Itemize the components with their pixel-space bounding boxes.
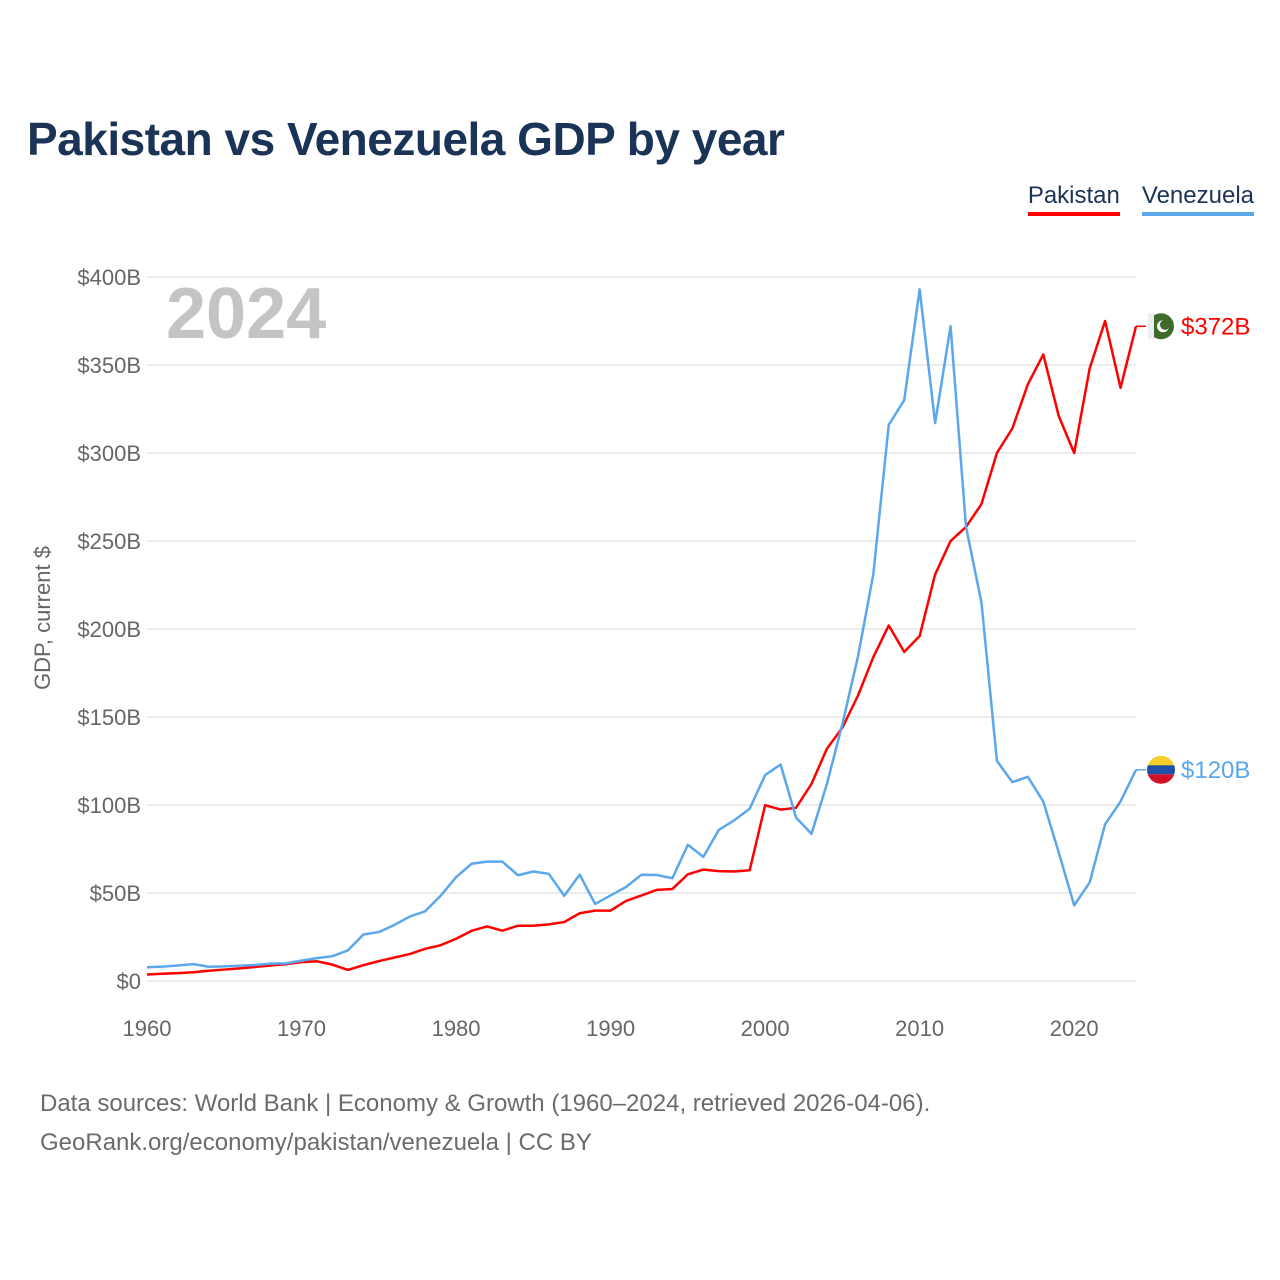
- source-link[interactable]: GeoRank.org/economy/pakistan/venezuela |…: [40, 1129, 592, 1156]
- y-tick-label: $350B: [77, 353, 141, 378]
- y-tick-label: $200B: [77, 617, 141, 642]
- x-tick-label: 2010: [895, 1016, 944, 1041]
- pakistan-flag-icon: [1148, 313, 1174, 340]
- series-line-pakistan[interactable]: [146, 319, 1138, 976]
- source-text: Data sources: World Bank | Economy & Gro…: [40, 1090, 931, 1117]
- end-value-label: $372B: [1181, 313, 1250, 340]
- y-tick-label: $400B: [77, 265, 141, 290]
- x-tick-label: 1970: [277, 1016, 326, 1041]
- y-tick-label: $150B: [77, 705, 141, 730]
- x-tick-label: 1980: [432, 1016, 481, 1041]
- x-tick-label: 1960: [123, 1016, 172, 1041]
- y-tick-label: $300B: [77, 441, 141, 466]
- year-label: 2024: [166, 274, 326, 354]
- y-tick-label: $50B: [90, 881, 141, 906]
- y-tick-label: $100B: [77, 793, 141, 818]
- end-value-label: $120B: [1181, 757, 1250, 784]
- legend-venezuela[interactable]: Venezuela: [1141, 182, 1254, 216]
- venezuela-flag-icon: [1147, 755, 1175, 784]
- x-tick-label: 2000: [741, 1016, 790, 1041]
- y-tick-label: $0: [117, 969, 141, 994]
- x-tick-label: 2020: [1050, 1016, 1099, 1041]
- footer: Data sources: World Bank | Economy & Gro…: [40, 1084, 930, 1162]
- chart-title: Pakistan vs Venezuela GDP by year: [27, 113, 785, 165]
- series-line-venezuela[interactable]: [146, 288, 1138, 969]
- y-axis-label: GDP, current $: [30, 546, 55, 690]
- x-tick-label: 1990: [586, 1016, 635, 1041]
- legend: Pakistan Venezuela: [1027, 182, 1254, 216]
- y-tick-label: $250B: [77, 529, 141, 554]
- legend-pakistan[interactable]: Pakistan: [1027, 182, 1120, 216]
